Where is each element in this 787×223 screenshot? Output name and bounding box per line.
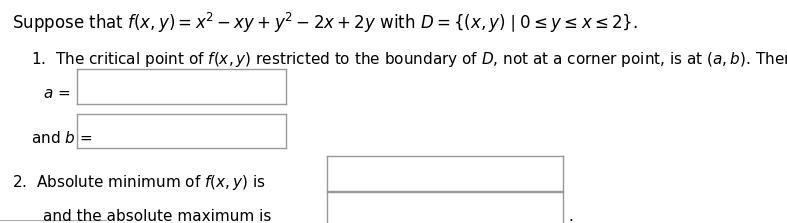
Text: and $b$ =: and $b$ = bbox=[31, 130, 93, 147]
Text: Suppose that $f(x, y) = x^2 - xy + y^2 - 2x + 2y$ with $D = \{(x, y)\mid 0 \leq : Suppose that $f(x, y) = x^2 - xy + y^2 -… bbox=[12, 11, 637, 35]
Text: and the absolute maximum is: and the absolute maximum is bbox=[43, 209, 272, 223]
Text: $a$ =: $a$ = bbox=[43, 86, 71, 101]
Text: 1.  The critical point of $f(x, y)$ restricted to the boundary of $D$, not at a : 1. The critical point of $f(x, y)$ restr… bbox=[31, 50, 787, 69]
Text: 2.  Absolute minimum of $f(x, y)$ is: 2. Absolute minimum of $f(x, y)$ is bbox=[12, 173, 266, 192]
Text: .: . bbox=[568, 209, 573, 223]
